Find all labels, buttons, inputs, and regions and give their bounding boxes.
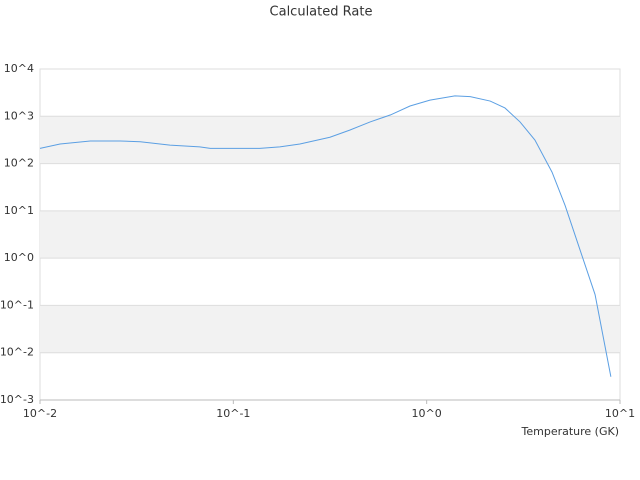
y-tick-label: 10^-3: [0, 393, 34, 406]
x-tick-label: 10^-1: [216, 407, 250, 420]
x-tick-label: 10^1: [605, 407, 635, 420]
x-axis-label: Temperature (GK): [521, 425, 620, 438]
y-tick-label: 10^1: [4, 204, 34, 217]
y-tick-label: 10^4: [4, 62, 34, 75]
grid-band: [40, 116, 620, 164]
x-tick-label: 10^0: [412, 407, 442, 420]
chart-title: Calculated Rate: [270, 5, 373, 20]
y-tick-label: 10^3: [4, 109, 34, 122]
y-tick-label: 10^2: [4, 157, 34, 170]
data-line: [39, 95, 612, 377]
y-tick-label: 10^0: [4, 251, 34, 264]
grid-band: [40, 210, 620, 259]
y-tick-label: 10^-1: [0, 298, 34, 311]
x-tick-label: 10^-2: [23, 407, 57, 420]
y-tick-label: 10^-2: [0, 346, 34, 359]
grid-band: [40, 305, 620, 353]
